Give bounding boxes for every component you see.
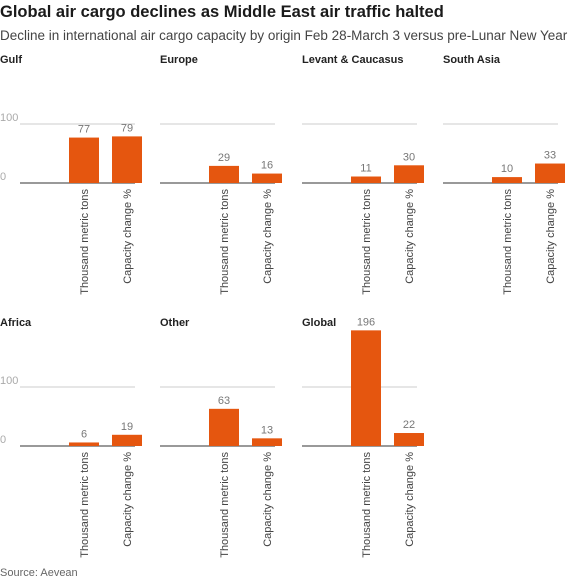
- x-tick-label: Thousand metric tons: [79, 189, 91, 295]
- panel-title: Other: [160, 317, 190, 329]
- bar: [351, 330, 381, 446]
- y-tick-label: 0: [0, 171, 6, 183]
- panel-title: South Asia: [443, 54, 501, 66]
- value-label: 22: [403, 419, 415, 431]
- x-tick-label: Capacity change %: [122, 452, 134, 547]
- value-label: 16: [261, 160, 273, 172]
- panel-title: Levant & Caucasus: [302, 54, 403, 66]
- bar: [209, 165, 239, 183]
- value-label: 77: [78, 124, 90, 136]
- x-tick-label: Capacity change %: [262, 189, 274, 284]
- bar: [112, 434, 142, 446]
- value-label: 196: [357, 316, 375, 328]
- bar: [394, 433, 424, 446]
- panel-title: Europe: [160, 54, 198, 66]
- x-tick-label: Thousand metric tons: [79, 452, 91, 558]
- chart-subtitle: Decline in international air cargo capac…: [0, 28, 568, 43]
- bar: [351, 176, 381, 183]
- x-tick-label: Capacity change %: [262, 452, 274, 547]
- bar: [69, 137, 99, 183]
- x-tick-label: Thousand metric tons: [219, 189, 231, 295]
- source: Source: Aevean: [0, 567, 78, 579]
- value-label: 19: [121, 421, 133, 433]
- x-tick-label: Capacity change %: [122, 189, 134, 284]
- panel-title: Gulf: [0, 54, 22, 66]
- y-tick-label: 100: [0, 375, 18, 387]
- value-label: 13: [261, 424, 273, 436]
- bar: [209, 408, 239, 446]
- y-tick-label: 0: [0, 434, 6, 446]
- x-tick-label: Capacity change %: [404, 189, 416, 284]
- x-tick-label: Thousand metric tons: [361, 452, 373, 558]
- y-tick-label: 100: [0, 112, 18, 124]
- value-label: 30: [403, 151, 415, 163]
- value-label: 33: [544, 150, 556, 162]
- value-label: 29: [218, 152, 230, 164]
- value-label: 10: [501, 163, 513, 175]
- x-tick-label: Capacity change %: [545, 189, 557, 284]
- x-tick-label: Thousand metric tons: [502, 189, 514, 295]
- x-tick-label: Thousand metric tons: [219, 452, 231, 558]
- bar: [69, 442, 99, 446]
- bar: [252, 438, 282, 446]
- x-tick-label: Thousand metric tons: [361, 189, 373, 295]
- bar: [394, 165, 424, 183]
- bar: [112, 136, 142, 183]
- value-label: 11: [360, 163, 371, 175]
- value-label: 6: [81, 428, 87, 440]
- bar: [535, 163, 565, 183]
- panel-title: Africa: [0, 317, 32, 329]
- value-label: 79: [121, 122, 133, 134]
- bar: [492, 177, 522, 183]
- bar: [252, 173, 282, 183]
- panel-title: Global: [302, 317, 336, 329]
- value-label: 63: [218, 395, 230, 407]
- x-tick-label: Capacity change %: [404, 452, 416, 547]
- chart-title: Global air cargo declines as Middle East…: [0, 3, 444, 21]
